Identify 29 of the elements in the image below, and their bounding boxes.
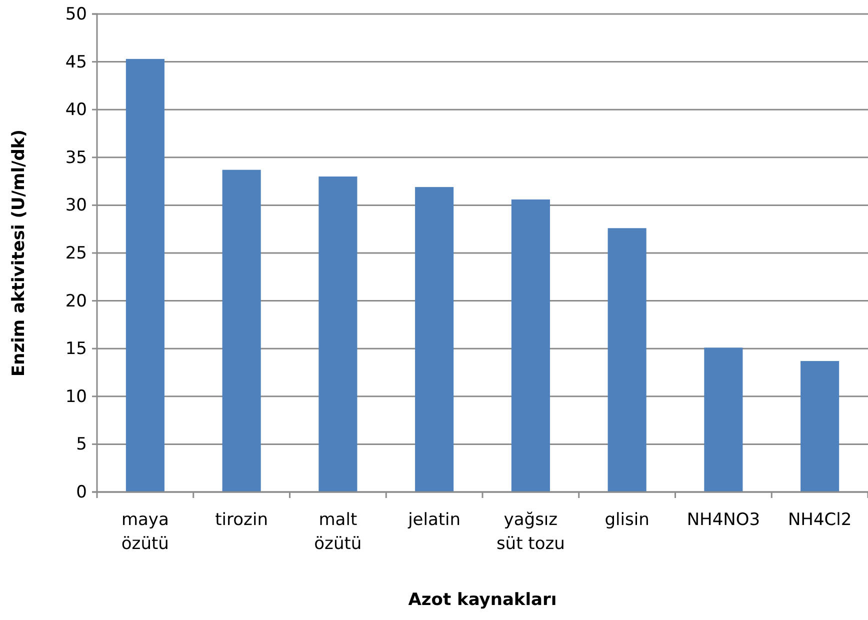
bar	[126, 58, 164, 492]
y-tick-label: 10	[65, 386, 87, 407]
y-tick-label: 30	[65, 196, 87, 216]
bar	[415, 187, 454, 492]
bar	[222, 170, 261, 492]
bar	[704, 348, 743, 492]
x-tick-label: maya özütü	[121, 510, 169, 554]
x-tick-label: glisin	[604, 510, 650, 530]
bar	[608, 228, 646, 492]
y-tick-label: 40	[65, 100, 87, 120]
y-axis-title: Enzim aktivitesi (U/ml/dk)	[9, 129, 29, 377]
x-tick-label: tirozin	[215, 510, 268, 530]
bar	[511, 199, 550, 492]
bar	[800, 361, 840, 492]
x-tick-label: NH4Cl2	[788, 510, 852, 530]
x-tick-label: jelatin	[407, 510, 461, 530]
y-tick-label: 35	[65, 148, 87, 168]
x-tick-label: yağsız süt tozu	[496, 510, 565, 554]
x-tick-label: malt özütü	[314, 510, 362, 554]
y-tick-label: 25	[65, 243, 87, 264]
x-tick-label: NH4NO3	[686, 510, 760, 530]
y-tick-label: 5	[76, 434, 87, 455]
y-tick-label: 0	[76, 482, 87, 502]
bar	[318, 176, 358, 492]
y-tick-label: 20	[65, 291, 87, 312]
y-tick-label: 45	[65, 52, 87, 72]
x-axis-title: Azot kaynakları	[408, 590, 557, 610]
y-tick-label: 15	[65, 339, 87, 360]
y-tick-label: 50	[65, 4, 87, 24]
